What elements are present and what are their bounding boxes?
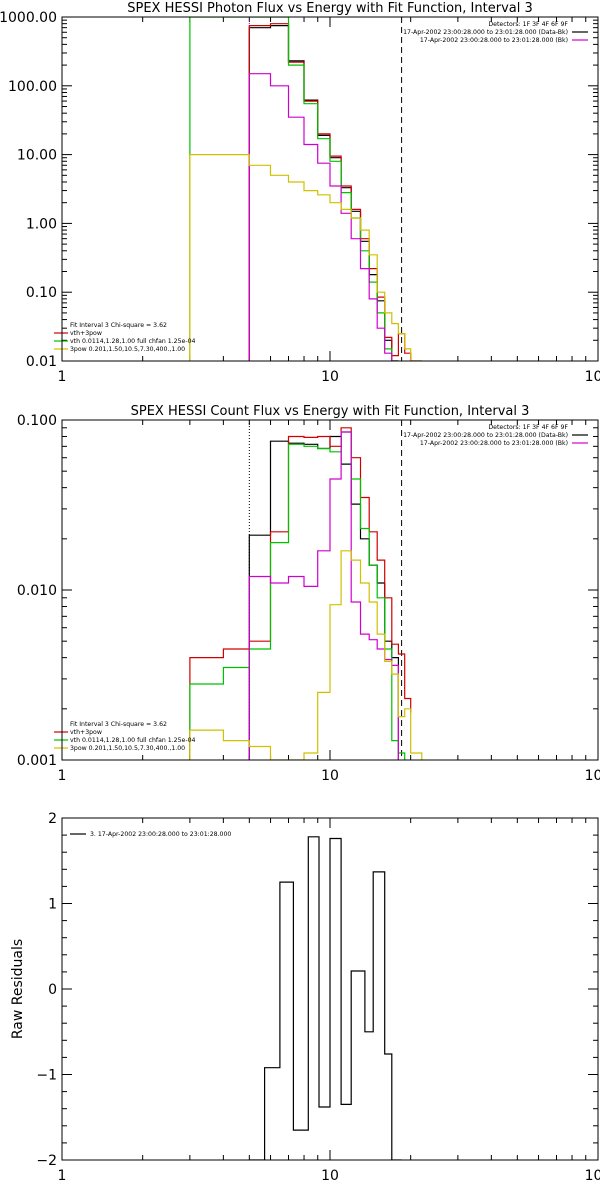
header-info-line: 17-Apr-2002 23:00:28.000 to 23:01:28.000…	[403, 29, 568, 36]
header-info-line: Detectors: 1F 3F 4F 6F 9F	[488, 21, 568, 28]
header-info-line: 17-Apr-2002 23:00:28.000 to 23:01:28.000…	[403, 432, 568, 439]
series-line-1	[249, 836, 402, 1160]
x-tick-label: 1	[58, 369, 67, 385]
x-tick-label: 100	[585, 369, 600, 385]
legend-entry: Fit Interval 3 Chi-square = 3.62	[70, 721, 167, 728]
x-tick-label: 10	[321, 369, 339, 385]
y-tick-label: 10.00	[17, 148, 57, 164]
chart-panel-2: SPEX HESSI Count Flux vs Energy with Fit…	[17, 404, 600, 784]
legend-entry: Fit Interval 3 Chi-square = 3.62	[70, 322, 167, 329]
series-line-1	[248, 25, 399, 361]
y-tick-label: −1	[36, 1068, 57, 1084]
plot-frame	[61, 419, 599, 761]
series-line-2	[248, 23, 422, 361]
series-line-5	[189, 154, 422, 361]
y-tick-label: 0.100	[17, 413, 57, 429]
x-tick-label: 100	[585, 768, 600, 784]
series-line-4	[248, 73, 399, 361]
plot-frame	[61, 817, 599, 1161]
legend-entry: 3pow 0.201,1.50,10.5,7.30,400.,1.00	[70, 745, 185, 752]
y-tick-label: 1.00	[26, 216, 57, 232]
plot-frame	[61, 16, 599, 362]
chart-panel-3: Raw Residuals 1 10 100 −2 −1 0 1 2 3. 17-Apr-2002…	[10, 811, 600, 1184]
y-tick-label: 0	[48, 982, 57, 998]
header-info-line: 17-Apr-2002 23:00:28.000 to 23:01:28.000…	[420, 440, 568, 447]
legend-entry: 3pow 0.201,1.50,10.5,7.30,400.,1.00	[70, 346, 185, 353]
header-info-line: 17-Apr-2002 23:00:28.000 to 23:01:28.000…	[420, 37, 568, 44]
x-tick-label: 100	[585, 1168, 600, 1184]
header-info-line: Detectors: 1F 3F 4F 6F 9F	[488, 424, 568, 431]
legend-entry: vth 0.0114,1.28,1.00 full chfan 1.25e-04	[70, 737, 196, 744]
x-tick-label: 10	[321, 768, 339, 784]
series-line-5	[189, 550, 423, 760]
chart-panel-1: SPEX HESSI Photon Flux vs Energy with Fi…	[0, 1, 600, 385]
y-tick-label: −2	[36, 1153, 57, 1169]
y-tick-label: 0.10	[26, 285, 57, 301]
series-line-2	[189, 427, 412, 760]
y-tick-label: 1000.00	[0, 10, 57, 26]
y-tick-label: 0.010	[17, 583, 57, 599]
y-tick-label: 1	[48, 897, 57, 913]
legend-entry: vth+3pow	[70, 330, 102, 337]
y-tick-label: 0.01	[26, 354, 57, 370]
data-series-group	[249, 836, 402, 1160]
series-line-4	[248, 431, 399, 760]
x-tick-label: 10	[321, 1168, 339, 1184]
x-tick-label: 1	[58, 768, 67, 784]
data-series-group	[189, 17, 422, 361]
y-axis-label: Raw Residuals	[10, 939, 26, 1039]
series-line-3	[189, 17, 399, 361]
y-tick-label: 2	[48, 811, 57, 827]
chart-title: SPEX HESSI Photon Flux vs Energy with Fi…	[127, 1, 533, 16]
legend-entry: vth 0.0114,1.28,1.00 full chfan 1.25e-04	[70, 338, 196, 345]
chart-title: SPEX HESSI Count Flux vs Energy with Fit…	[131, 404, 530, 419]
x-tick-label: 1	[58, 1168, 67, 1184]
series-line-3	[189, 431, 406, 760]
y-tick-label: 0.001	[17, 753, 57, 769]
series-line-1	[248, 435, 399, 760]
y-tick-label: 100.00	[8, 79, 57, 95]
data-series-group	[189, 427, 423, 760]
legend-entry: vth+3pow	[70, 729, 102, 736]
legend-entry: 3. 17-Apr-2002 23:00:28.000 to 23:01:28.…	[90, 831, 231, 838]
